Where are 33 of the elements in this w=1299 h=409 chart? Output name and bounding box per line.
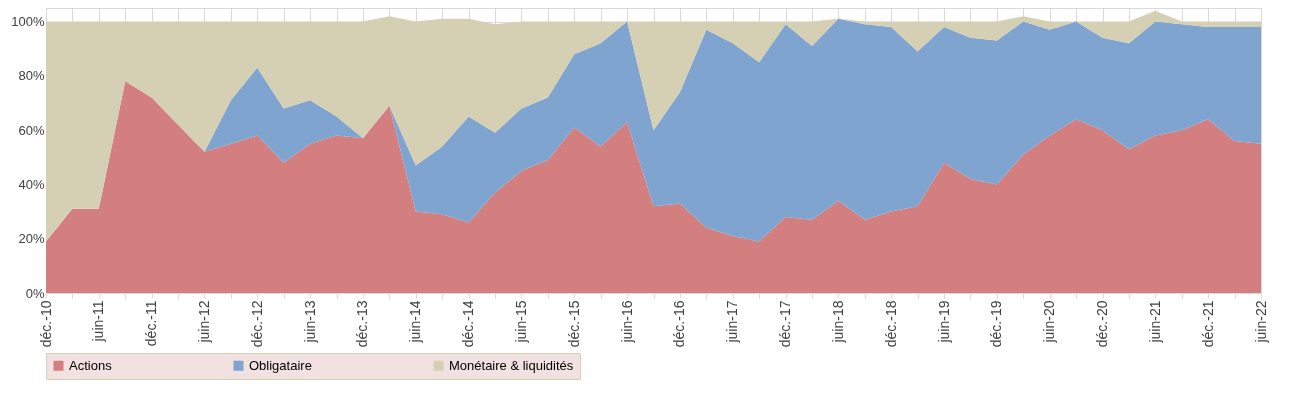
x-tick-label: juin-18 <box>829 300 846 344</box>
x-tick-label: déc.-11 <box>143 300 160 347</box>
y-tick-label: 100% <box>11 14 45 30</box>
y-tick-label: 0% <box>25 285 45 301</box>
legend-label: Monétaire & liquidités <box>449 357 574 373</box>
x-tick-label: juin-15 <box>512 300 529 344</box>
x-tick-label: déc.-14 <box>460 300 477 348</box>
x-tick-label: juin-21 <box>1146 300 1163 344</box>
x-tick-label: juin-20 <box>1041 300 1058 344</box>
x-tick-label: juin-19 <box>935 300 952 344</box>
x-tick-label: déc.-20 <box>1094 300 1111 348</box>
y-tick-label: 40% <box>18 176 45 192</box>
x-tick-label: juin-11 <box>90 300 107 343</box>
y-tick-label: 60% <box>18 122 45 138</box>
legend-label: Obligataire <box>249 357 312 373</box>
x-tick-label: déc.-17 <box>777 300 794 348</box>
x-tick-label: déc.-12 <box>248 300 265 348</box>
x-tick-label: juin-17 <box>724 300 741 344</box>
x-tick-label: déc.-19 <box>988 300 1005 348</box>
x-tick-label: juin-12 <box>195 300 212 344</box>
y-tick-label: 80% <box>18 68 45 84</box>
y-tick-label: 20% <box>18 231 45 247</box>
x-tick-label: juin-13 <box>301 300 318 344</box>
x-tick-label: juin-22 <box>1252 300 1269 344</box>
x-tick-label: déc.-21 <box>1199 300 1216 348</box>
x-tick-label: déc.-18 <box>882 300 899 348</box>
x-tick-label: juin-16 <box>618 300 635 344</box>
legend-label: Actions <box>69 357 113 373</box>
x-tick-label: déc.-15 <box>565 300 582 348</box>
x-tick-label: déc.-16 <box>671 300 688 348</box>
x-tick-label: déc.-13 <box>354 300 371 348</box>
x-tick-label: déc.-10 <box>37 300 54 348</box>
x-tick-label: juin-14 <box>407 300 424 344</box>
